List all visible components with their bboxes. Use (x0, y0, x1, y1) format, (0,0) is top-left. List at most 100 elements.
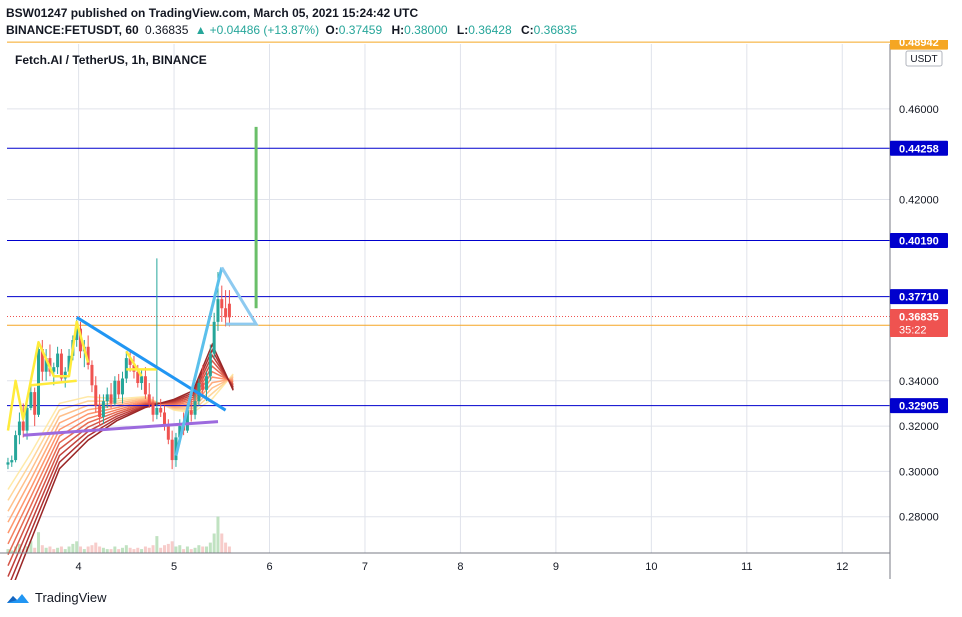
volume-bar (101, 547, 105, 553)
volume-bar (132, 549, 136, 553)
volume-bar (44, 547, 48, 553)
candle-body (189, 410, 193, 415)
volume-bar (10, 550, 14, 553)
volume-bar (86, 546, 90, 553)
low-value: 0.36428 (468, 23, 512, 37)
candle-body (208, 353, 212, 377)
volume-bar (29, 541, 33, 553)
time-tick-label: 7 (362, 561, 368, 573)
volume-bar (224, 542, 228, 553)
candle-body (86, 346, 90, 365)
candle-body (155, 407, 159, 415)
volume-bar (212, 533, 216, 553)
volume-bar (216, 516, 220, 553)
volume-bar (113, 546, 117, 553)
candle-body (224, 308, 228, 318)
volume-bar (136, 547, 140, 553)
candle-body (117, 380, 121, 395)
candle-body (193, 401, 197, 415)
volume-bar (220, 533, 224, 553)
series-legend: Fetch.AI / TetherUS, 1h, BINANCE (15, 53, 207, 67)
candle-body (113, 380, 117, 404)
price-badge (890, 232, 948, 248)
volume-bar (155, 536, 159, 553)
price-chart[interactable]: 4 5 6 7 8 9 10 11 12 0.28000 0.30000 0.32000 0.34000… (0, 40, 962, 580)
volume-bar (98, 546, 102, 553)
price-tick-label: 0.46000 (899, 104, 939, 116)
pattern-drawing (30, 379, 77, 387)
trend-drawings (6, 126, 259, 456)
volume-bar (189, 549, 193, 553)
candle-body (14, 435, 18, 461)
time-tick-label: 8 (457, 561, 463, 573)
volume-bar (178, 545, 182, 553)
candle-body (201, 383, 205, 390)
candle-body (67, 355, 71, 372)
price-badge-label: 0.40190 (899, 235, 939, 247)
open-value: 0.37459 (338, 23, 383, 37)
price-badge-label: 0.32905 (899, 401, 939, 413)
price-tick-label: 0.42000 (899, 194, 939, 206)
volume-bar (166, 543, 170, 553)
volume-bar (59, 546, 63, 553)
currency-tag (905, 50, 943, 67)
candle-body (44, 358, 48, 372)
candle-body (216, 299, 220, 322)
candle-body (105, 394, 109, 402)
candle-body (143, 376, 147, 395)
change-value: +0.04486 (+13.87%) (209, 23, 320, 37)
price-badge-label: 0.48942 (899, 40, 939, 49)
volume-bar (82, 549, 86, 553)
candle-body (90, 364, 94, 386)
open-label: O: (325, 23, 339, 37)
price-badge-label: 0.36835 (899, 312, 939, 324)
currency-label: USDT (910, 54, 937, 65)
change-arrow-icon: ▲ (194, 23, 207, 37)
chart-grid (7, 44, 890, 553)
candle-body (128, 358, 132, 365)
close-label: C: (520, 23, 534, 37)
trend-line-down (75, 316, 227, 412)
ohlc-line: BINANCE:FETUSDT, 60 0.36835 ▲ +0.04486 (+… (6, 22, 583, 39)
volume-bar (109, 549, 113, 553)
candle-body (170, 439, 174, 461)
candle-body (174, 437, 178, 461)
candle-body (178, 426, 182, 438)
last-price: 0.36835 (145, 23, 189, 37)
volume-bar (208, 542, 212, 553)
time-tick-label: 5 (171, 561, 177, 573)
publish-info: BSW01247 published on TradingView.com, M… (6, 6, 419, 20)
price-badge (890, 289, 948, 305)
high-label: H: (391, 23, 405, 37)
volume-bar (140, 549, 144, 553)
volume-bar (174, 546, 178, 553)
volume-bar (63, 549, 67, 553)
volume-bar (170, 541, 174, 553)
candle-body (33, 392, 37, 415)
volume-bar (227, 546, 231, 553)
volume-bar (182, 549, 186, 553)
candle-body (40, 349, 44, 372)
candle-body (98, 405, 102, 418)
price-tick-label: 0.30000 (899, 466, 939, 478)
candle-body (37, 349, 41, 415)
candle-body (140, 376, 144, 384)
chart-header: BSW01247 published on TradingView.com, M… (6, 5, 583, 39)
volume-bar (128, 547, 132, 553)
candle-body (151, 403, 155, 415)
volume-bar (94, 542, 98, 553)
countdown-label: 35:22 (899, 325, 927, 337)
price-badge-label: 0.37710 (899, 292, 939, 304)
price-tick-label: 0.34000 (899, 376, 939, 388)
candle-body (121, 378, 125, 395)
candle-body (163, 412, 167, 427)
price-tick-label: 0.28000 (899, 512, 939, 524)
volume-bar (163, 545, 167, 553)
candle-body (166, 426, 170, 440)
candle-body (21, 421, 25, 431)
volume-bar (71, 543, 75, 553)
time-tick-label: 12 (836, 561, 848, 573)
candle-body (6, 462, 10, 465)
time-tick-label: 9 (553, 561, 559, 573)
volume-bar (147, 547, 151, 553)
